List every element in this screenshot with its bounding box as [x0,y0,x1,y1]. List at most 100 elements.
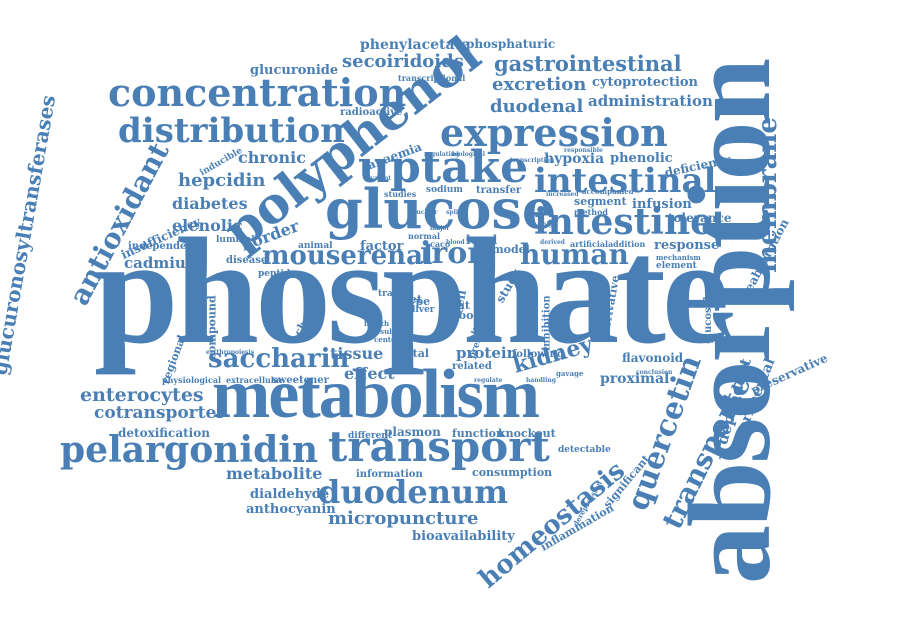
word-accompanied: accompanied [582,187,634,196]
word-addition: addition [608,239,646,249]
word-phosphaturic: phosphaturic [466,37,556,51]
word-flavonoid: flavonoid [622,351,684,365]
word-sweetener: sweetener [272,375,329,386]
word-following: following [512,349,564,360]
word-infusion: infusion [632,197,692,212]
word-elenolic: elenolic [172,216,243,235]
word-split: split [446,209,461,216]
word-tract: tract [378,289,403,299]
word-consumption: consumption [472,466,553,479]
word-hepcidin: hepcidin [178,170,266,191]
word-cytoprotection: cytoprotection [592,75,699,90]
word-detectable: detectable [558,445,611,455]
word-model: model [492,243,530,256]
word-diet: diet [398,293,422,306]
word-metabolite: metabolite [226,464,323,483]
word-peptide: peptide [258,269,296,279]
word-derived: derived [540,239,565,246]
word-method: method [574,207,608,217]
word-concentration: concentration [108,70,407,115]
word-radioactive: radioactive [340,107,403,118]
word-nuclear: nuclear [412,209,438,216]
word-function: function [452,427,505,440]
word-luminal: luminal [216,235,255,245]
word-transcriptional: transcriptional [398,73,466,83]
word-level: level [466,233,498,247]
word-tolerance: tolerance [668,211,732,225]
word-physiological: physiological [162,375,222,385]
word-administration: administration [588,92,713,110]
word-artificial: artificial [570,239,609,249]
word-secoiridoids: secoiridoids [342,51,464,72]
word-erythropoiesis: erythropoiesis [206,349,255,356]
word-mechanism: mechanism [656,253,701,262]
word-expression: expression [440,110,668,155]
word-cotransporter: cotransporter [94,403,226,423]
word-liver: liver [412,305,435,315]
word-intestinal: intestinal [534,161,717,201]
word-detoxification: detoxification [118,426,210,440]
word-glucoside: glucoside [702,290,714,344]
word-bioavailability: bioavailability [412,529,515,544]
word-human: human [520,238,629,271]
word-knockout: knockout [498,427,556,440]
word-independent: independent [128,241,199,252]
word-segment: segment [574,195,627,208]
word-anthocyanin: anthocyanin [246,502,336,517]
word-uptake: uptake [358,142,529,193]
word-different: different [348,431,392,441]
word-pelargonidin: pelargonidin [60,429,319,471]
word-iron: iron [420,236,490,271]
word-metal: metal [394,347,430,360]
word-plasmon: plasmon [384,425,441,439]
word-dialdehyde: dialdehyde [250,487,330,502]
word-mouserenal: mouserenal [262,241,433,271]
word-inhibition: inhibition [541,295,553,351]
word-extracellular: extracellular [226,375,284,385]
word-factor: factor [360,239,404,254]
word-handling: handling [526,377,556,384]
word-cadmium: cadmium [124,254,202,272]
word-disease: disease [226,255,268,266]
word-gavage: gavage [556,369,584,378]
word-effect: effect [344,364,395,383]
word-saccharin: saccharin [208,344,350,374]
word-caco: caco [430,239,451,249]
word-increased: increased [546,191,579,198]
word-tissue: tissue [330,344,384,363]
word-protein: protein [456,344,518,362]
word-transfer: transfer [476,185,522,196]
word-distribution: distribution [118,111,345,151]
word-glucuronide: glucuronide [250,63,339,78]
word-element: element [656,261,697,271]
word-micropuncture: micropuncture [328,508,479,529]
word-glucuronosyltransferases: glucuronosyltransferases [0,93,61,377]
word-studies: studies [384,189,417,199]
word-duodenal: duodenal [490,96,584,117]
word-related: related [452,361,492,372]
word-regulate: regulate [474,377,503,384]
word-phenylacetate: phenylacetate [360,37,470,53]
word-information: information [356,469,423,480]
word-intestine: intestine [534,201,714,243]
word-responsible: responsible [564,147,603,154]
word-biological: biological [452,151,486,158]
word-transcription: transcription [510,157,555,164]
word-major: major [430,225,450,232]
word-chronic: chronic [238,148,306,167]
word-metabolism: metabolism [212,356,540,433]
word-sodium: sodium [426,185,463,195]
word-animal: animal [298,241,333,251]
word-result: result [372,327,396,336]
word-high: high [542,221,558,228]
word-excretion: excretion [492,74,587,95]
word-regulating: regulating [424,151,460,158]
word-duodenum: duodenum [318,473,509,511]
word-normal: normal [408,231,441,241]
word-enterocytes: enterocytes [80,384,204,406]
word-rat: rat [452,299,471,312]
word-blood: blood [446,239,465,246]
word-type: type [404,295,431,308]
word-gastrointestinal: gastrointestinal [494,51,682,76]
